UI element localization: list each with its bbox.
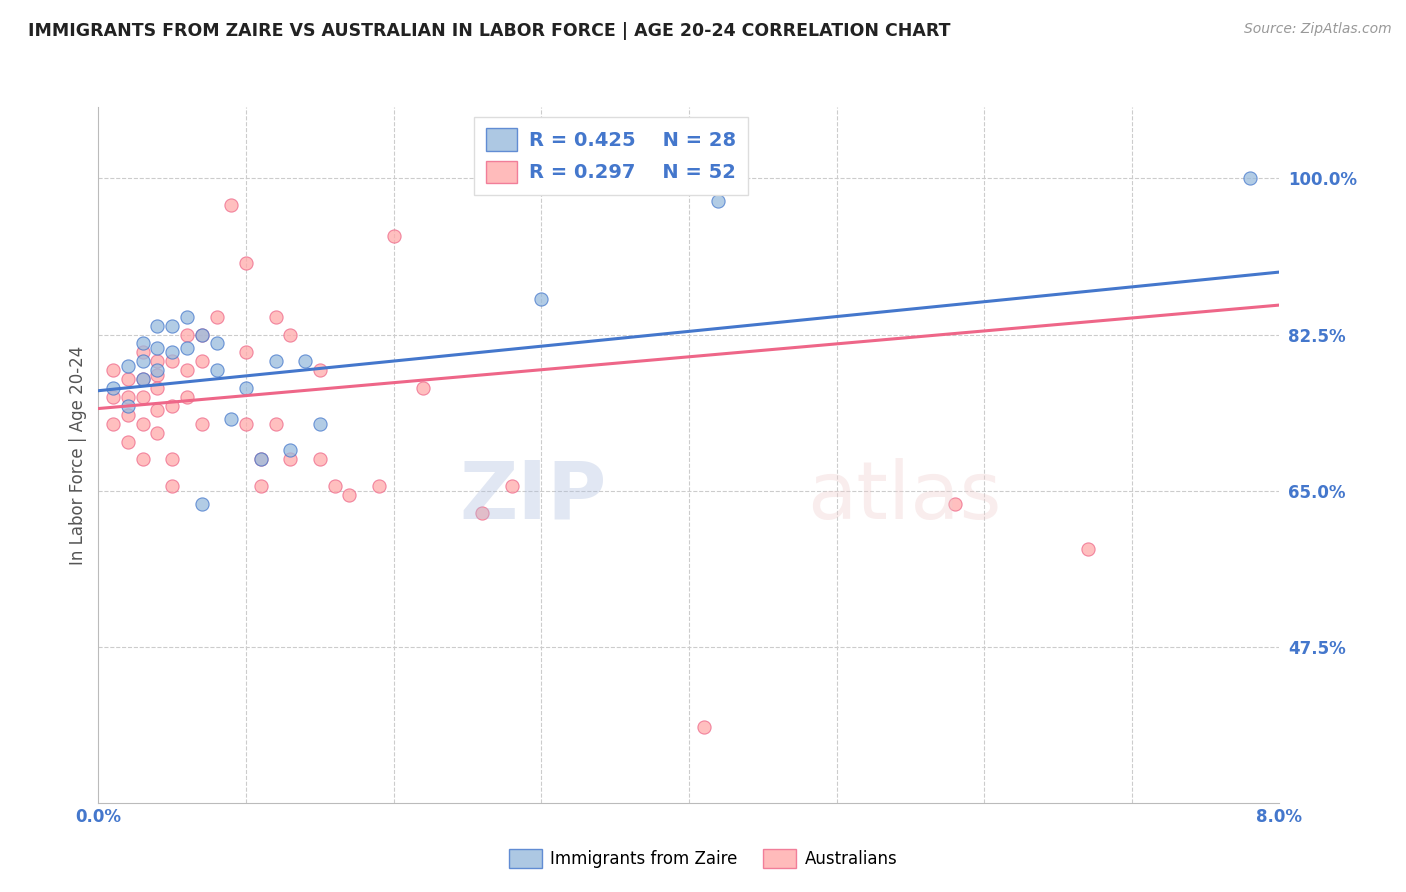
Point	[367, 479, 389, 493]
Point	[530, 292, 553, 306]
Point	[117, 372, 139, 386]
Point	[707, 194, 730, 208]
Point	[308, 363, 332, 377]
Point	[235, 256, 257, 270]
Point	[235, 381, 257, 395]
Y-axis label: In Labor Force | Age 20-24: In Labor Force | Age 20-24	[69, 345, 87, 565]
Point	[191, 354, 214, 368]
Text: atlas: atlas	[807, 458, 1001, 536]
Point	[132, 372, 155, 386]
Point	[191, 497, 214, 511]
Point	[132, 345, 155, 359]
Point	[146, 341, 169, 355]
Point	[162, 399, 183, 413]
Point	[250, 479, 273, 493]
Point	[176, 390, 198, 404]
Point	[412, 381, 434, 395]
Point	[176, 363, 198, 377]
Point	[219, 412, 242, 426]
Point	[132, 372, 155, 386]
Point	[146, 354, 169, 368]
Point	[176, 341, 198, 355]
Point	[235, 417, 257, 431]
Point	[191, 327, 214, 342]
Point	[176, 310, 198, 324]
Point	[132, 354, 155, 368]
Point	[146, 363, 169, 377]
Legend: R = 0.425    N = 28, R = 0.297    N = 52: R = 0.425 N = 28, R = 0.297 N = 52	[474, 117, 748, 194]
Point	[278, 327, 301, 342]
Point	[943, 497, 966, 511]
Point	[162, 354, 183, 368]
Point	[146, 403, 169, 417]
Point	[294, 354, 316, 368]
Point	[323, 479, 346, 493]
Text: IMMIGRANTS FROM ZAIRE VS AUSTRALIAN IN LABOR FORCE | AGE 20-24 CORRELATION CHART: IMMIGRANTS FROM ZAIRE VS AUSTRALIAN IN L…	[28, 22, 950, 40]
Point	[264, 354, 287, 368]
Point	[250, 452, 273, 467]
Point	[530, 171, 553, 186]
Legend: Immigrants from Zaire, Australians: Immigrants from Zaire, Australians	[502, 842, 904, 875]
Point	[132, 336, 155, 351]
Point	[721, 171, 744, 186]
Point	[103, 363, 124, 377]
Point	[264, 310, 287, 324]
Point	[176, 327, 198, 342]
Point	[146, 381, 169, 395]
Point	[103, 417, 124, 431]
Point	[205, 336, 228, 351]
Point	[205, 310, 228, 324]
Point	[117, 399, 139, 413]
Point	[132, 390, 155, 404]
Point	[278, 443, 301, 458]
Point	[530, 171, 553, 186]
Point	[132, 417, 155, 431]
Point	[103, 381, 124, 395]
Point	[278, 452, 301, 467]
Text: ZIP: ZIP	[458, 458, 606, 536]
Point	[117, 390, 139, 404]
Point	[191, 327, 214, 342]
Point	[132, 452, 155, 467]
Point	[103, 390, 124, 404]
Point	[382, 229, 405, 244]
Point	[1077, 541, 1099, 556]
Text: Source: ZipAtlas.com: Source: ZipAtlas.com	[1244, 22, 1392, 37]
Point	[205, 363, 228, 377]
Point	[501, 479, 523, 493]
Point	[471, 506, 494, 520]
Point	[308, 417, 332, 431]
Point	[250, 452, 273, 467]
Point	[235, 345, 257, 359]
Point	[264, 417, 287, 431]
Point	[191, 417, 214, 431]
Point	[162, 318, 183, 333]
Point	[162, 479, 183, 493]
Point	[117, 434, 139, 449]
Point	[117, 359, 139, 373]
Point	[693, 720, 716, 734]
Point	[146, 318, 169, 333]
Point	[146, 368, 169, 382]
Point	[1239, 171, 1261, 186]
Point	[219, 198, 242, 212]
Point	[308, 452, 332, 467]
Point	[162, 345, 183, 359]
Point	[117, 408, 139, 422]
Point	[162, 452, 183, 467]
Point	[146, 425, 169, 440]
Point	[337, 488, 360, 502]
